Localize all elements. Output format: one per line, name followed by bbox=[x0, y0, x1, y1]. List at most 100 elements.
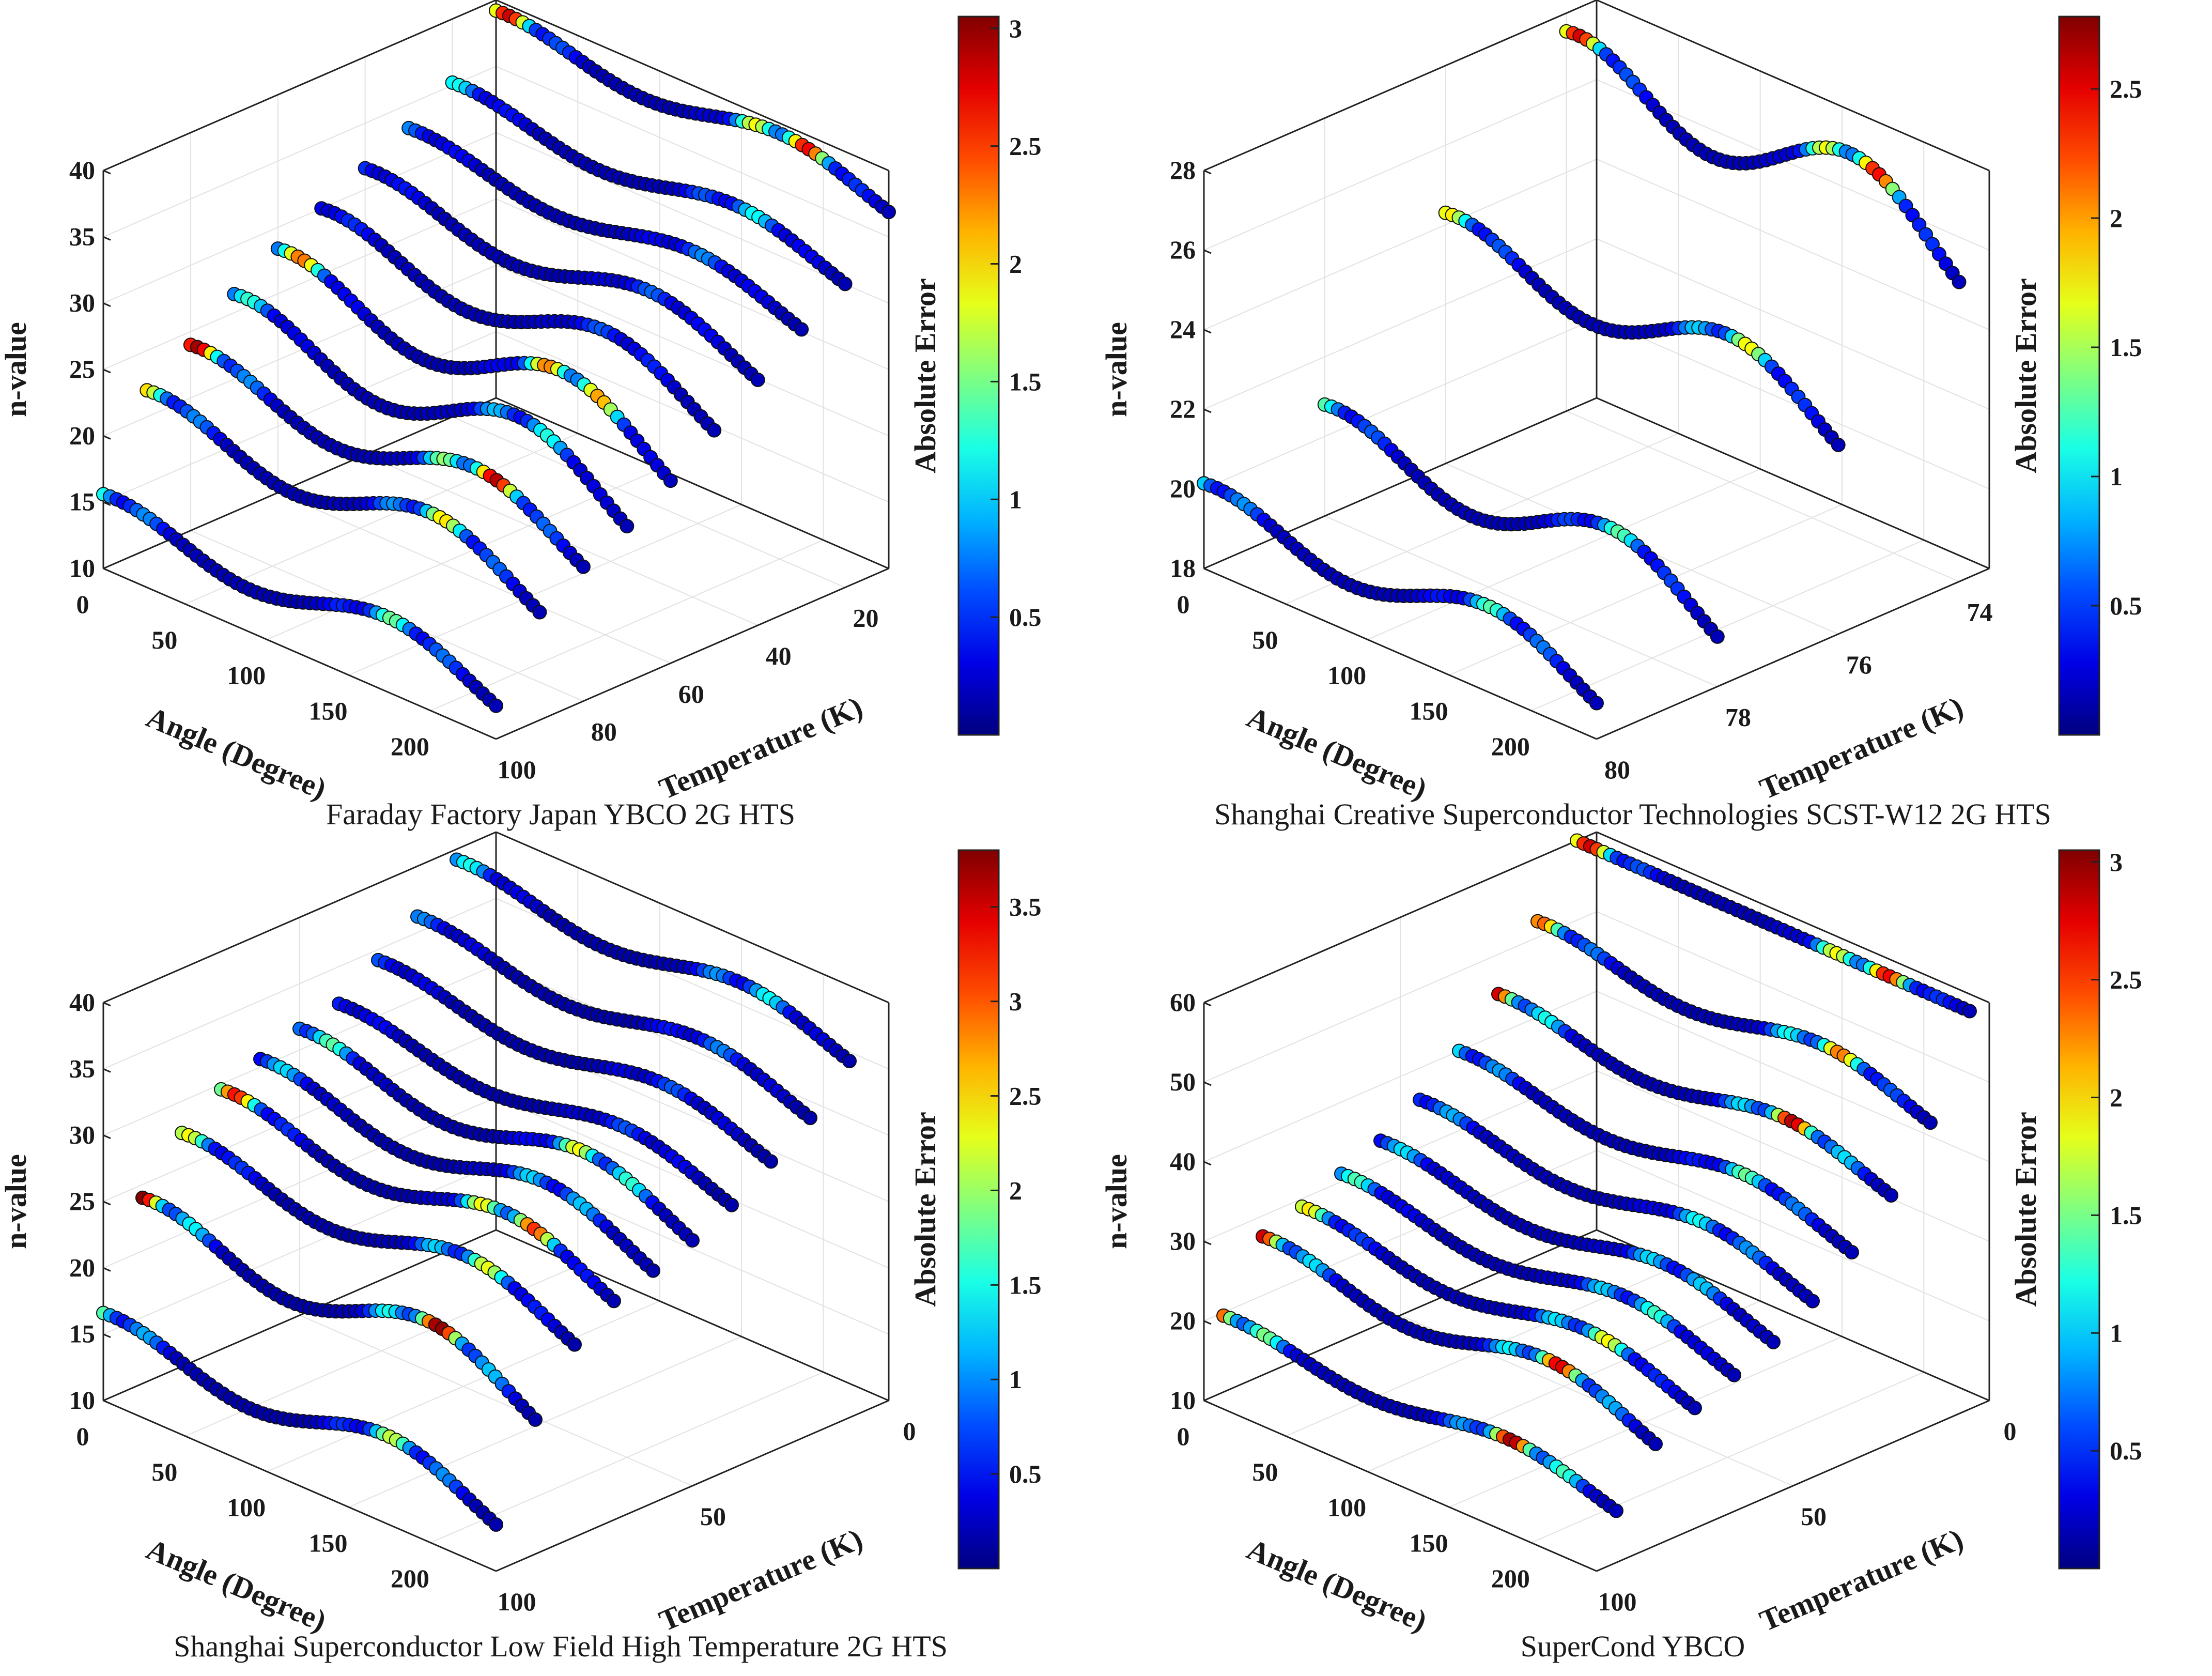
data-point bbox=[1919, 227, 1933, 242]
colorbar-tick-label: 0.5 bbox=[2110, 1436, 2142, 1465]
z-tick-mark bbox=[1203, 567, 1212, 573]
z-tick-label: 15 bbox=[69, 487, 95, 516]
temperature-axis-label: Temperature (K) bbox=[1755, 690, 1968, 806]
box-edge bbox=[1203, 0, 1597, 172]
z-tick-label: 35 bbox=[69, 1054, 95, 1083]
z-tick-mark bbox=[103, 1002, 111, 1007]
data-point bbox=[803, 1111, 817, 1126]
temp-tick-label: 100 bbox=[498, 1587, 536, 1616]
box-edge bbox=[496, 1400, 889, 1572]
angle-tick-label: 100 bbox=[227, 661, 266, 690]
colorbar-tick-label: 3 bbox=[2110, 848, 2123, 877]
z-tick-mark bbox=[1203, 1240, 1212, 1246]
temp-tick-label: 40 bbox=[766, 641, 792, 670]
box-edge bbox=[103, 831, 497, 1004]
z-tick-mark bbox=[1203, 1320, 1212, 1325]
temperature-axis-label: Temperature (K) bbox=[654, 1522, 867, 1638]
z-tick-label: 40 bbox=[69, 156, 95, 184]
colorbar bbox=[2058, 849, 2100, 1570]
temperature-axis-label: Temperature (K) bbox=[1755, 1522, 1968, 1638]
data-point bbox=[1831, 437, 1846, 452]
temp-tick-label: 100 bbox=[498, 755, 536, 784]
panel-supercond: 10 20 30 40 50 60 0 50 100 150 200 0 50 100 n-value Ang… bbox=[1100, 831, 2142, 1663]
z-tick-mark bbox=[1203, 249, 1212, 254]
angle-tick-label: 150 bbox=[1410, 696, 1448, 725]
z-tick-mark bbox=[103, 1400, 111, 1405]
angle-tick-label: 200 bbox=[1491, 732, 1530, 761]
z-tick-mark bbox=[1203, 1081, 1212, 1086]
z-tick-mark bbox=[1203, 170, 1212, 175]
angle-tick-label: 0 bbox=[76, 1422, 89, 1451]
z-tick-mark bbox=[103, 1068, 111, 1073]
data-point bbox=[1766, 1334, 1781, 1349]
data-point bbox=[707, 423, 722, 438]
data-point bbox=[685, 1233, 700, 1248]
z-tick-mark bbox=[103, 1333, 111, 1339]
angle-tick-label: 100 bbox=[1327, 661, 1366, 690]
colorbar-tick-label: 1.5 bbox=[1009, 1270, 1042, 1299]
colorbar-label: Absolute Error bbox=[908, 1112, 942, 1307]
data-point bbox=[1609, 1503, 1623, 1518]
z-tick-label: 30 bbox=[69, 288, 95, 317]
data-point bbox=[1962, 1004, 1977, 1019]
box-edge bbox=[1596, 0, 1990, 172]
data-point bbox=[1805, 1294, 1820, 1309]
angle-tick-label: 150 bbox=[309, 696, 348, 725]
data-point bbox=[1688, 1401, 1702, 1416]
box-edge bbox=[103, 0, 497, 172]
temp-tick-label: 20 bbox=[853, 604, 879, 633]
colorbar-tick-label: 2 bbox=[2110, 204, 2123, 233]
box-edge bbox=[103, 1400, 497, 1572]
z-tick-label: 18 bbox=[1170, 553, 1196, 582]
data-point bbox=[489, 698, 503, 713]
temp-tick-label: 80 bbox=[591, 717, 617, 746]
angle-tick-label: 200 bbox=[391, 1564, 429, 1593]
data-point bbox=[489, 1517, 503, 1532]
temp-tick-label: 80 bbox=[1604, 755, 1630, 784]
data-point bbox=[838, 276, 853, 291]
z-tick-label: 25 bbox=[69, 1187, 95, 1216]
panel-caption: Shanghai Creative Superconductor Technol… bbox=[1214, 797, 2051, 831]
z-tick-label: 20 bbox=[1170, 1306, 1196, 1335]
temp-tick-label: 0 bbox=[903, 1417, 916, 1446]
angle-tick-label: 100 bbox=[227, 1493, 266, 1522]
angle-tick-label: 50 bbox=[1252, 625, 1278, 654]
colorbar-tick-label: 2 bbox=[1009, 250, 1022, 279]
box-edge bbox=[1203, 567, 1597, 740]
colorbar-tick-label: 3.5 bbox=[1009, 893, 1042, 921]
z-axis-label: n-value bbox=[0, 1154, 33, 1249]
angle-tick-label: 50 bbox=[151, 1457, 177, 1486]
z-tick-label: 10 bbox=[1170, 1386, 1196, 1414]
temp-tick-label: 50 bbox=[1801, 1502, 1827, 1531]
colorbar bbox=[957, 849, 1000, 1570]
z-tick-mark bbox=[103, 501, 111, 506]
data-point bbox=[1923, 1115, 1938, 1130]
z-tick-mark bbox=[103, 170, 111, 175]
colorbar-tick-label: 1 bbox=[2110, 1318, 2123, 1347]
box-edge bbox=[1203, 1229, 1597, 1402]
z-tick-label: 40 bbox=[1170, 1147, 1196, 1176]
z-tick-label: 20 bbox=[69, 421, 95, 450]
data-point bbox=[1589, 696, 1604, 711]
z-tick-label: 15 bbox=[69, 1319, 95, 1348]
z-tick-label: 30 bbox=[1170, 1226, 1196, 1255]
box-edge bbox=[1596, 831, 1990, 1004]
data-point bbox=[576, 559, 591, 574]
angle-tick-label: 150 bbox=[309, 1528, 348, 1557]
colorbar-tick-label: 2.5 bbox=[1009, 1082, 1042, 1111]
z-tick-mark bbox=[1203, 1161, 1212, 1166]
z-tick-label: 10 bbox=[69, 1386, 95, 1414]
panel-caption: Faraday Factory Japan YBCO 2G HTS bbox=[326, 797, 795, 831]
z-tick-mark bbox=[103, 1134, 111, 1140]
box-edge bbox=[103, 567, 497, 740]
z-tick-label: 26 bbox=[1170, 235, 1196, 264]
z-tick-mark bbox=[103, 435, 111, 440]
z-tick-mark bbox=[103, 236, 111, 241]
temp-tick-label: 76 bbox=[1846, 650, 1872, 679]
colorbar-tick-label: 1 bbox=[2110, 462, 2123, 491]
z-axis-label: n-value bbox=[1100, 322, 1133, 417]
temp-tick-label: 0 bbox=[2004, 1417, 2017, 1446]
colorbar-tick-label: 1 bbox=[1009, 1365, 1022, 1394]
box-edge bbox=[1596, 397, 1990, 570]
panel-shanghai-creative: 18 20 22 24 26 28 0 50 100 150 200 74 76 78 80 n-value A… bbox=[1100, 0, 2142, 831]
